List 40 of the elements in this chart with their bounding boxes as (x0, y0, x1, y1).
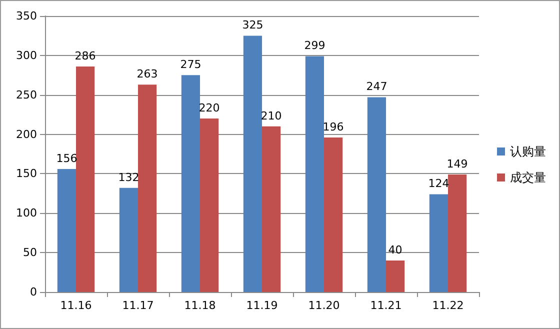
bar (57, 168, 76, 292)
data-label: 286 (74, 49, 96, 62)
bar (386, 260, 405, 292)
legend-label: 认购量 (510, 144, 546, 158)
x-tick-label: 11.21 (370, 299, 402, 312)
bar (324, 137, 343, 292)
data-label: 275 (180, 58, 202, 72)
x-tick-label: 11.18 (184, 299, 216, 312)
data-label: 149 (446, 158, 468, 171)
data-label: 299 (304, 39, 326, 52)
legend-label: 成交量 (510, 170, 546, 184)
y-tick-label: 350 (16, 10, 37, 22)
x-tick-label: 11.16 (60, 299, 92, 312)
y-tick-label: 150 (16, 167, 37, 180)
y-tick-label: 250 (16, 88, 37, 102)
x-tick-label: 11.19 (246, 299, 278, 312)
data-label: 325 (242, 18, 264, 32)
bar (305, 56, 324, 292)
bar (181, 75, 200, 292)
x-tick-label: 11.22 (432, 299, 464, 312)
y-tick-label: 200 (16, 128, 37, 141)
y-tick-label: 0 (30, 286, 37, 298)
bar (138, 84, 157, 292)
x-tick-label: 11.20 (308, 299, 340, 312)
y-tick-label: 50 (23, 246, 37, 260)
data-label: 40 (388, 243, 402, 256)
bar (119, 188, 138, 292)
bar (448, 174, 467, 292)
bar (367, 97, 386, 292)
data-label: 196 (322, 120, 344, 134)
data-label: 247 (366, 80, 388, 94)
bar (243, 36, 262, 292)
bar (429, 194, 448, 292)
y-tick-label: 100 (16, 206, 37, 220)
x-tick-label: 11.17 (122, 299, 154, 312)
y-tick-label: 300 (16, 48, 37, 62)
bar (262, 126, 281, 292)
bar (76, 66, 95, 292)
data-label: 263 (136, 68, 158, 81)
bar (200, 118, 219, 292)
